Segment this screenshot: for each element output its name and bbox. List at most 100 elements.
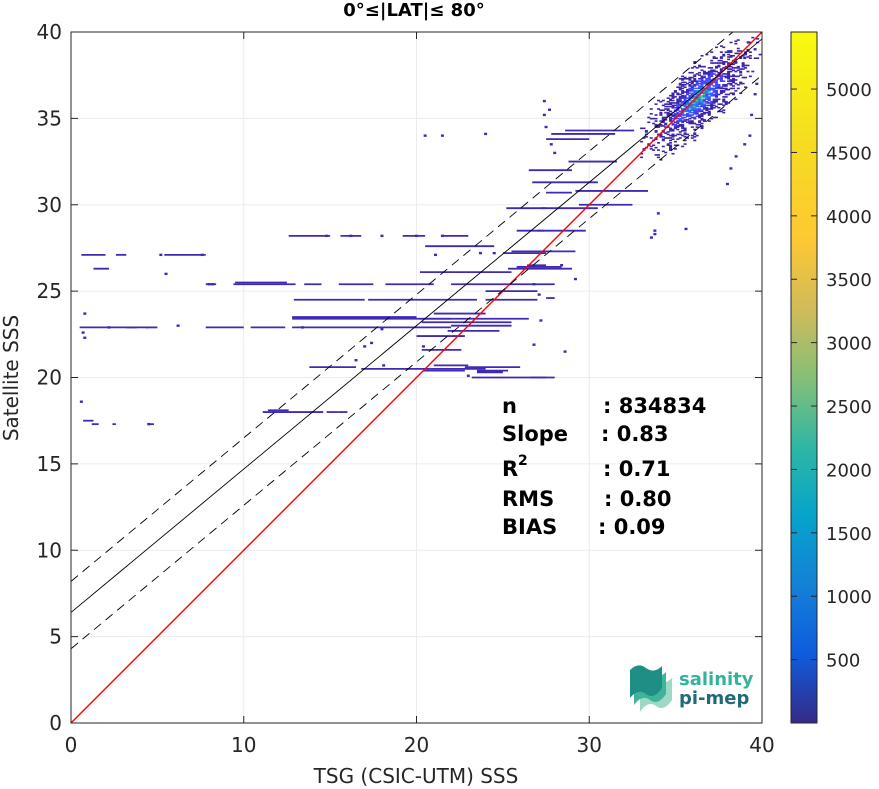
heatmap-cell: [671, 133, 675, 136]
data-cell: [81, 331, 85, 334]
heatmap-cell: [702, 105, 706, 108]
colorbar-tick-label: 1500: [826, 524, 872, 545]
heatmap-cell: [698, 108, 702, 110]
heatmap-cell: [690, 121, 694, 124]
heatmap-cell: [664, 123, 668, 126]
heatmap-cell: [681, 109, 685, 112]
axis-ticks: 0 10 20 30 40 0 5 10 15 20 25 30 35 40: [37, 20, 775, 757]
heatmap-cell: [727, 74, 731, 76]
heatmap-cell: [683, 110, 687, 113]
heatmap-cell: [681, 96, 685, 98]
heatmap-cell: [683, 120, 687, 122]
heatmap-cell: [722, 73, 726, 75]
heatmap-cell: [727, 63, 731, 66]
heatmap-cell: [669, 134, 673, 137]
colorbar-tick-label: 4500: [826, 143, 872, 164]
heatmap-cell: [710, 75, 714, 78]
heatmap-cell: [681, 75, 685, 78]
heatmap-cell: [673, 144, 677, 147]
heatmap-cell: [736, 69, 740, 72]
heatmap-cell: [654, 154, 658, 156]
heatmap-cell: [702, 106, 706, 109]
heatmap-cell: [700, 104, 704, 107]
heatmap-cell: [698, 103, 702, 105]
heatmap-cell: [688, 97, 692, 99]
heatmap-cell: [739, 71, 743, 74]
heatmap-cell: [705, 77, 709, 80]
colorbar-tick-label: 3500: [826, 270, 872, 291]
heatmap-cell: [688, 117, 692, 120]
heatmap-cell: [661, 117, 665, 120]
heatmap-cell: [649, 117, 653, 120]
heatmap-cell: [715, 83, 719, 86]
data-cell: [649, 236, 653, 239]
heatmap-cell: [702, 93, 706, 96]
heatmap-cell: [707, 96, 711, 98]
heatmap-cell: [710, 51, 714, 53]
heatmap-cell: [669, 105, 673, 108]
heatmap-cell: [729, 92, 733, 95]
heatmap-cell: [715, 62, 719, 64]
heatmap-cell: [712, 93, 716, 96]
heatmap-cell: [702, 96, 706, 98]
heatmap-cell: [649, 145, 653, 148]
heatmap-cell: [683, 104, 687, 107]
colorbar-tick-label: 2000: [826, 460, 872, 481]
heatmap-cell: [695, 109, 699, 112]
heatmap-cell: [671, 97, 675, 99]
heatmap-cell: [659, 100, 663, 103]
heatmap-cell: [673, 123, 677, 126]
heatmap-cell: [681, 129, 685, 132]
heatmap-cell: [664, 126, 668, 128]
heatmap-cell: [734, 82, 738, 85]
heatmap-cell: [671, 93, 675, 96]
heatmap-cell: [669, 137, 673, 139]
heatmap-cell: [734, 75, 738, 78]
heatmap-cell: [719, 74, 723, 76]
heatmap-cell: [717, 73, 721, 75]
heatmap-cell: [746, 56, 750, 58]
heatmap-cell: [719, 45, 723, 47]
heatmap-cell: [739, 68, 743, 70]
heatmap-cell: [734, 61, 738, 63]
heatmap-cell: [661, 131, 665, 133]
heatmap-cell: [649, 137, 653, 139]
heatmap-cell: [736, 87, 740, 90]
heatmap-cell: [685, 100, 690, 103]
heatmap-cell: [700, 110, 704, 113]
heatmap-cell: [734, 42, 738, 45]
heatmap-cell: [693, 83, 697, 86]
data-cell: [207, 283, 211, 286]
heatmap-cell: [731, 77, 735, 80]
heatmap-cell: [685, 106, 690, 109]
heatmap-cell: [681, 91, 685, 93]
heatmap-cell: [736, 50, 740, 52]
logo-text-line2: pi-mep: [679, 688, 749, 709]
heatmap-cell: [690, 81, 694, 84]
heatmap-cell: [693, 99, 697, 102]
heatmap-cell: [685, 121, 690, 124]
heatmap-cell: [676, 103, 680, 105]
heatmap-cell: [707, 73, 711, 75]
heatmap-cell: [702, 65, 706, 68]
heatmap-cell: [693, 106, 697, 109]
heatmap-cell: [671, 115, 675, 118]
heatmap-cell: [707, 104, 711, 107]
heatmap-cell: [715, 85, 719, 87]
heatmap-cell: [664, 116, 668, 119]
heatmap-cell: [719, 110, 723, 113]
heatmap-cell: [719, 76, 723, 79]
colorbar-ticks: 500 1000 1500 2000 2500 3000 3500 4000 4500 5000: [791, 80, 872, 672]
heatmap-cell: [712, 70, 716, 73]
heatmap-cell: [710, 70, 714, 73]
heatmap-cell: [712, 106, 716, 109]
heatmap-cell: [659, 114, 663, 116]
heatmap-cell: [690, 103, 694, 105]
heatmap-cell: [656, 126, 660, 128]
heatmap-cell: [678, 119, 682, 121]
heatmap-cell: [669, 120, 673, 122]
heatmap-cell: [659, 109, 663, 112]
stat-slope-value: : 0.83: [601, 422, 669, 446]
heatmap-cell: [712, 56, 716, 58]
heatmap-cell: [698, 71, 702, 74]
